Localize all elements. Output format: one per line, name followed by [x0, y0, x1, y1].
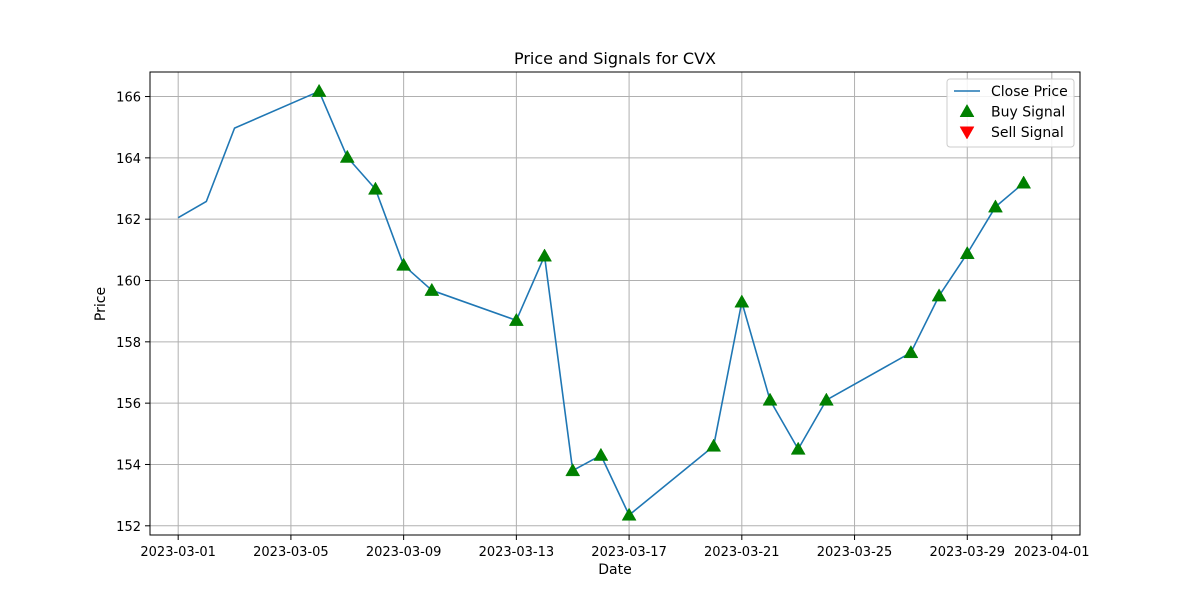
- legend-sell-swatch: [959, 126, 975, 140]
- buy-signal-marker: [339, 149, 355, 163]
- x-tick-label: 2023-03-17: [591, 545, 667, 560]
- buy-signal-marker: [508, 312, 524, 326]
- y-tick-label: 160: [116, 275, 141, 290]
- grid-lines: [150, 72, 1080, 535]
- x-tick-label: 2023-03-25: [817, 545, 893, 560]
- buy-signal-marker: [931, 288, 947, 302]
- buy-signal-marker: [565, 463, 581, 477]
- y-tick-label: 156: [116, 397, 141, 412]
- y-tick-label: 166: [116, 91, 141, 106]
- buy-signal-marker: [762, 392, 778, 406]
- y-axis-label: Price: [93, 287, 109, 321]
- x-tick-label: 2023-03-29: [929, 545, 1005, 560]
- buy-signal-marker: [396, 257, 412, 271]
- buy-signal-marker: [734, 294, 750, 308]
- y-tick-label: 162: [116, 213, 141, 228]
- plot-frame: [149, 71, 1081, 536]
- y-axis-ticks: 152 154 156 158 160 162 164 166: [116, 91, 150, 535]
- legend-box: [946, 78, 1075, 148]
- buy-signal-marker: [959, 246, 975, 260]
- buy-signal-marker: [903, 345, 919, 359]
- x-tick-label: 2023-04-01: [1014, 545, 1090, 560]
- legend: Close Price Buy Signal Sell Signal: [946, 78, 1075, 148]
- buy-signal-marker: [706, 438, 722, 452]
- x-axis-ticks: 2023-03-01 2023-03-05 2023-03-09 2023-03-13…: [140, 535, 1090, 560]
- y-tick-label: 164: [116, 152, 141, 167]
- legend-label: Sell Signal: [991, 125, 1064, 141]
- buy-signal-marker: [818, 392, 834, 406]
- y-tick-label: 154: [116, 458, 141, 473]
- plot-area: [177, 83, 1032, 521]
- buy-signal-marker: [1016, 175, 1032, 189]
- buy-signal-marker: [537, 248, 552, 262]
- buy-signal-marker: [621, 507, 637, 521]
- buy-signal-marker: [424, 282, 440, 296]
- x-tick-label: 2023-03-05: [253, 545, 329, 560]
- x-tick-label: 2023-03-01: [140, 545, 216, 560]
- legend-label: Close Price: [991, 84, 1068, 100]
- y-tick-label: 158: [116, 336, 141, 351]
- legend-buy-swatch: [959, 103, 975, 117]
- buy-signal-marker: [368, 181, 383, 195]
- buy-signal-marker: [311, 83, 327, 97]
- y-tick-label: 152: [116, 520, 141, 535]
- x-tick-label: 2023-03-09: [366, 545, 442, 560]
- buy-signal-marker: [593, 447, 609, 461]
- x-tick-label: 2023-03-21: [704, 545, 780, 560]
- x-axis-label: Date: [598, 562, 631, 578]
- buy-signal-marker: [790, 441, 806, 455]
- x-tick-label: 2023-03-13: [479, 545, 555, 560]
- buy-signal-marker: [988, 199, 1003, 213]
- chart-title: Price and Signals for CVX: [514, 49, 716, 68]
- legend-label: Buy Signal: [991, 105, 1065, 121]
